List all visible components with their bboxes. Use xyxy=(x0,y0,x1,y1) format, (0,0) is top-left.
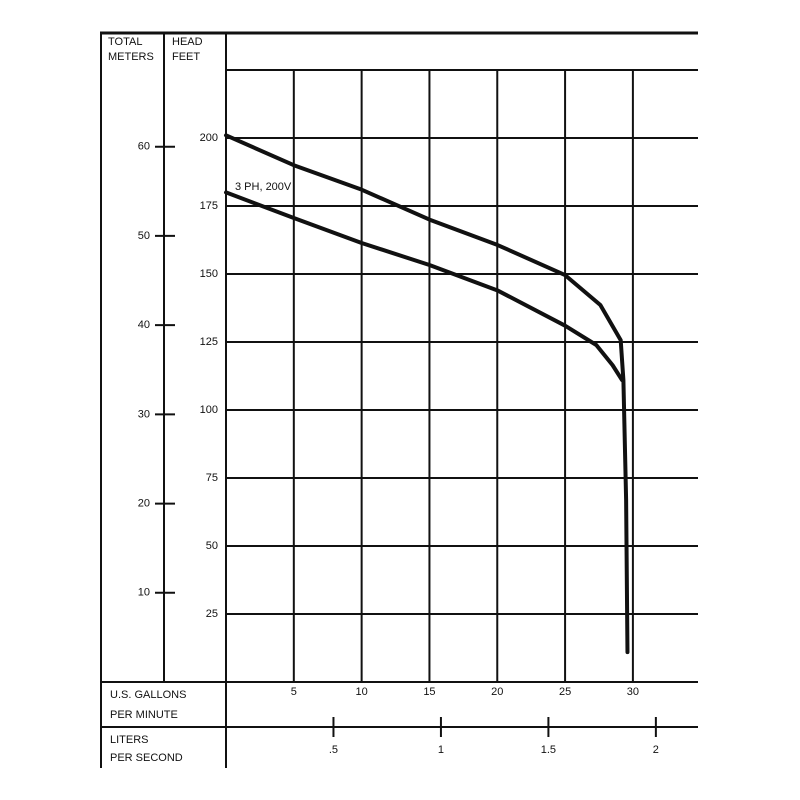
y-tick-label: 200 xyxy=(200,132,218,144)
x-tick-label: 25 xyxy=(559,686,571,698)
axis-label: TOTAL xyxy=(108,36,142,48)
annotation: 3 PH, 200V xyxy=(235,181,292,193)
y-tick-label: 75 xyxy=(206,472,218,484)
y2-tick-label: 30 xyxy=(138,408,150,420)
curve xyxy=(224,190,625,383)
y2-tick-label: 10 xyxy=(138,587,150,599)
y2-tick-label: 40 xyxy=(138,319,150,331)
axis-label: FEET xyxy=(172,51,200,63)
axis-label: METERS xyxy=(108,51,154,63)
y-tick-label: 175 xyxy=(200,200,218,212)
axis-label: U.S. GALLONS xyxy=(110,689,186,701)
axis-label: PER SECOND xyxy=(110,752,183,764)
x-tick-label: 15 xyxy=(423,686,435,698)
axis-label: HEAD xyxy=(172,36,203,48)
x-tick-label: 10 xyxy=(356,686,368,698)
x2-tick-label: 2 xyxy=(653,744,659,756)
x2-tick-label: 1 xyxy=(438,744,444,756)
axis-label: LITERS xyxy=(110,734,149,746)
x2-tick-label: .5 xyxy=(329,744,338,756)
x-tick-label: 20 xyxy=(491,686,503,698)
y-tick-label: 150 xyxy=(200,268,218,280)
curve xyxy=(224,133,630,655)
x-tick-label: 30 xyxy=(627,686,639,698)
x2-tick-label: 1.5 xyxy=(541,744,556,756)
y2-tick-label: 60 xyxy=(138,141,150,153)
y-tick-label: 100 xyxy=(200,404,218,416)
y2-tick-label: 20 xyxy=(138,497,150,509)
y2-tick-label: 50 xyxy=(138,230,150,242)
axis-label: PER MINUTE xyxy=(110,709,178,721)
y-tick-label: 125 xyxy=(200,336,218,348)
y-tick-label: 50 xyxy=(206,540,218,552)
y-tick-label: 25 xyxy=(206,608,218,620)
x-tick-label: 5 xyxy=(291,686,297,698)
